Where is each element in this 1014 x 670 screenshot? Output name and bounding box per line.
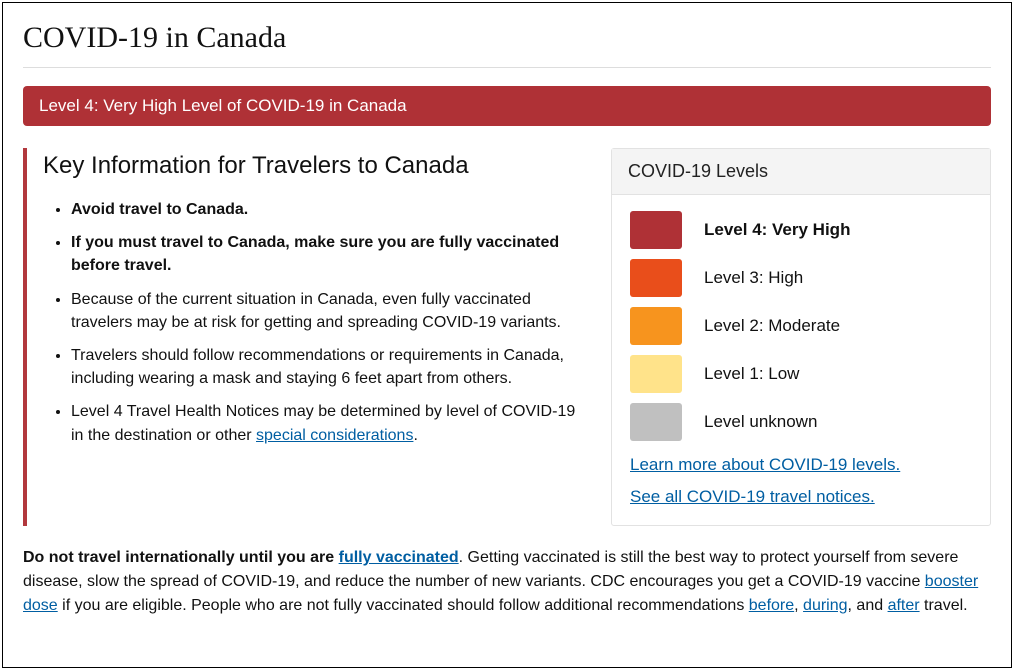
level-row: Level 2: Moderate [630,307,972,345]
level-banner: Level 4: Very High Level of COVID-19 in … [23,86,991,126]
level-row: Level 4: Very High [630,211,972,249]
bullet-item: Because of the current situation in Cana… [71,288,589,334]
learn-more-wrapper: Learn more about COVID-19 levels. [630,455,972,475]
bullet-text-suffix: . [413,427,417,444]
level-swatch [630,307,682,345]
divider [23,67,991,68]
level-label: Level unknown [704,412,817,432]
key-info-panel: Key Information for Travelers to Canada … [23,148,589,526]
bullet-text: Travelers should follow recommendations … [71,347,564,387]
level-label: Level 1: Low [704,364,799,384]
during-link[interactable]: during [803,597,847,614]
see-all-wrapper: See all COVID-19 travel notices. [630,487,972,507]
level-row: Level unknown [630,403,972,441]
learn-more-link[interactable]: Learn more about COVID-19 levels. [630,455,900,474]
after-link[interactable]: after [888,597,920,614]
bullet-text: Avoid travel to Canada. [71,201,248,218]
level-label: Level 3: High [704,268,803,288]
bottom-text: , [794,597,803,614]
bullet-text: If you must travel to Canada, make sure … [71,234,559,274]
key-info-heading: Key Information for Travelers to Canada [43,152,589,180]
bottom-paragraph: Do not travel internationally until you … [23,546,991,618]
bullet-item: Avoid travel to Canada. [71,198,589,221]
level-row: Level 1: Low [630,355,972,393]
bottom-text: , and [848,597,888,614]
level-label: Level 2: Moderate [704,316,840,336]
bullet-item: Level 4 Travel Health Notices may be det… [71,400,589,446]
page-container: COVID-19 in Canada Level 4: Very High Le… [2,2,1012,668]
level-swatch [630,355,682,393]
bottom-bold-prefix: Do not travel internationally until you … [23,549,339,566]
before-link[interactable]: before [749,597,794,614]
fully-vaccinated-link[interactable]: fully vaccinated [339,549,459,566]
bottom-text: travel. [920,597,968,614]
levels-heading: COVID-19 Levels [612,149,990,195]
level-swatch [630,403,682,441]
level-label: Level 4: Very High [704,220,850,240]
bullet-item: Travelers should follow recommendations … [71,344,589,390]
levels-panel: COVID-19 Levels Level 4: Very High Level… [611,148,991,526]
special-considerations-link[interactable]: special considerations [256,427,413,444]
see-all-notices-link[interactable]: See all COVID-19 travel notices. [630,487,875,506]
levels-body: Level 4: Very High Level 3: High Level 2… [612,195,990,525]
level-row: Level 3: High [630,259,972,297]
level-swatch [630,259,682,297]
level-swatch [630,211,682,249]
two-column-layout: Key Information for Travelers to Canada … [23,148,991,526]
bullet-item: If you must travel to Canada, make sure … [71,231,589,277]
bottom-text: if you are eligible. People who are not … [58,597,749,614]
page-title: COVID-19 in Canada [23,21,991,55]
bullet-text: Because of the current situation in Cana… [71,291,561,331]
key-info-list: Avoid travel to Canada. If you must trav… [43,198,589,447]
